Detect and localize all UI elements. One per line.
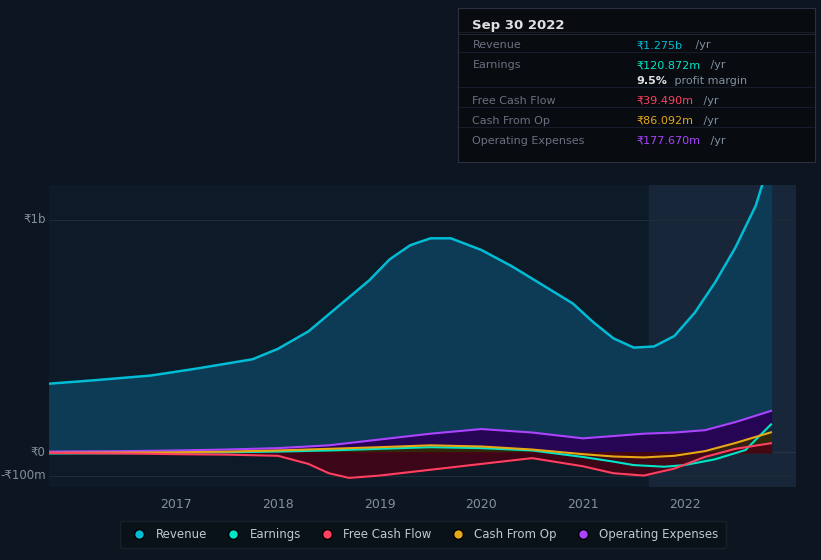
Text: ₹120.872m: ₹120.872m	[637, 60, 701, 71]
Text: ₹86.092m: ₹86.092m	[637, 116, 694, 126]
Text: Operating Expenses: Operating Expenses	[472, 136, 585, 146]
Legend: Revenue, Earnings, Free Cash Flow, Cash From Op, Operating Expenses: Revenue, Earnings, Free Cash Flow, Cash …	[120, 521, 726, 548]
Text: /yr: /yr	[708, 136, 726, 146]
Text: Sep 30 2022: Sep 30 2022	[472, 19, 565, 32]
Text: profit margin: profit margin	[671, 76, 747, 86]
Text: ₹0: ₹0	[30, 446, 45, 459]
Text: /yr: /yr	[708, 60, 726, 71]
Text: Revenue: Revenue	[472, 40, 521, 50]
Text: 9.5%: 9.5%	[637, 76, 667, 86]
Text: Earnings: Earnings	[472, 60, 521, 71]
Text: -₹100m: -₹100m	[0, 469, 45, 482]
Text: /yr: /yr	[699, 116, 718, 126]
Text: ₹1b: ₹1b	[23, 213, 45, 226]
Text: /yr: /yr	[699, 96, 718, 106]
Text: ₹177.670m: ₹177.670m	[637, 136, 700, 146]
Text: ₹39.490m: ₹39.490m	[637, 96, 694, 106]
Bar	[649, 185, 796, 487]
Text: Free Cash Flow: Free Cash Flow	[472, 96, 556, 106]
Text: ₹1.275b: ₹1.275b	[637, 40, 683, 50]
Text: Cash From Op: Cash From Op	[472, 116, 550, 126]
Text: /yr: /yr	[691, 40, 710, 50]
